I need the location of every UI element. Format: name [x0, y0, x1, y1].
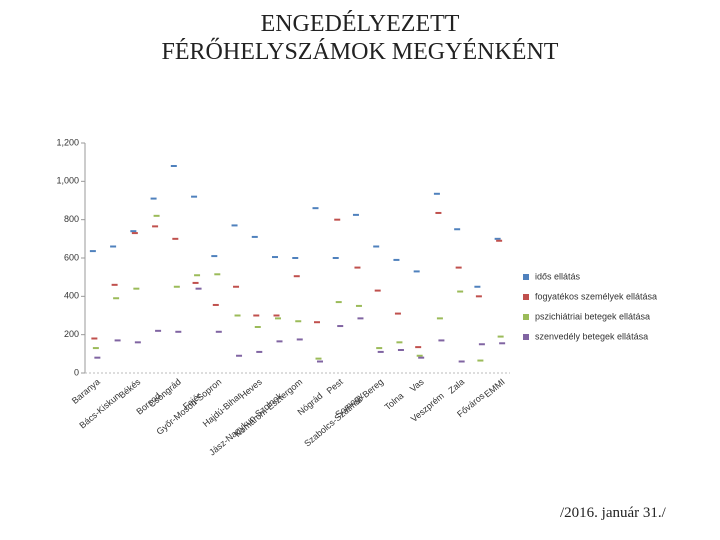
y-tick-label: 600 [64, 252, 79, 262]
x-tick-label: Főváros [455, 390, 487, 419]
legend-label: pszichiátriai betegek ellátása [535, 311, 650, 321]
x-tick-label: EMMI [482, 377, 506, 400]
x-tick-label: Veszprém [409, 391, 446, 424]
x-tick-label: Békés [117, 376, 143, 400]
x-tick-label: Zala [446, 377, 466, 396]
legend-swatch [523, 314, 529, 320]
x-tick-label: Heves [238, 376, 264, 400]
legend-label: fogyatékos személyek ellátása [535, 291, 657, 301]
y-tick-label: 1,000 [56, 176, 79, 186]
y-tick-label: 800 [64, 214, 79, 224]
legend-swatch [523, 274, 529, 280]
legend-swatch [523, 334, 529, 340]
legend-swatch [523, 294, 529, 300]
legend-label: szenvedély betegek ellátása [535, 331, 648, 341]
x-tick-label: Tolna [383, 391, 406, 412]
y-tick-label: 200 [64, 329, 79, 339]
x-tick-label: Nógrád [296, 391, 325, 418]
y-tick-label: 400 [64, 291, 79, 301]
legend-label: idős ellátás [535, 271, 581, 281]
x-tick-label: Komárom-Esztergom [233, 377, 305, 439]
y-tick-label: 0 [74, 367, 79, 377]
footnote: /2016. január 31./ [560, 505, 666, 521]
x-tick-label: Szabolcs-Szatmár-Bereg [302, 377, 385, 449]
x-tick-label: Vas [408, 376, 426, 394]
y-tick-label: 1,200 [56, 137, 79, 147]
chart-title: ENGEDÉLYEZETT FÉRŐHELYSZÁMOK MEGYÉNKÉNT [161, 11, 559, 65]
x-tick-label: Baranya [70, 377, 102, 406]
chart: 02004006008001,0001,200BaranyaBács-Kisku… [56, 137, 657, 457]
x-tick-label: Pest [325, 376, 346, 396]
